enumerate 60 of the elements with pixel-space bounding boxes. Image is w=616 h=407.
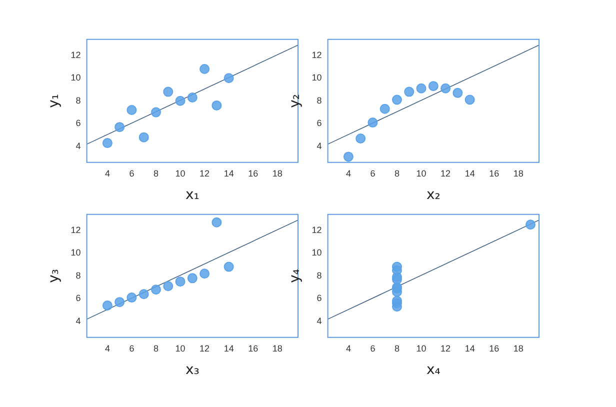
y-tick-label: 4	[316, 140, 322, 151]
x-tick-label: 16	[248, 343, 258, 354]
y-tick-label: 12	[312, 50, 322, 60]
y-tick-label: 10	[70, 72, 81, 83]
x-tick-label: 4	[104, 168, 110, 178]
x-axis-title: x₄	[426, 362, 441, 378]
x-tick-label: 6	[129, 343, 134, 354]
x-tick-label: 10	[175, 343, 186, 354]
x-axis-title: x₁	[185, 187, 200, 204]
x-tick-label: 14	[224, 168, 234, 178]
x-tick-label: 18	[272, 168, 282, 178]
x-tick-label: 10	[416, 168, 426, 178]
x-tick-label: 4	[104, 343, 110, 354]
x-axis-title: x₂	[426, 187, 440, 204]
y-tick-label: 12	[70, 50, 81, 60]
x-tick-label: 10	[175, 168, 186, 178]
x-tick-label: 10	[416, 343, 426, 354]
x-tick-label: 14	[464, 168, 475, 178]
x-tick-label: 16	[248, 168, 258, 178]
x-tick-label: 4	[346, 168, 351, 178]
x-axis-title: x₃	[185, 362, 200, 378]
y-tick-label: 8	[316, 95, 322, 106]
y-axis-title: y₁	[46, 94, 62, 108]
y-axis-title: y₃	[46, 268, 62, 283]
x-tick-label: 12	[200, 168, 210, 178]
y-tick-label: 8	[76, 95, 81, 106]
y-tick-label: 6	[76, 293, 81, 304]
x-tick-label: 8	[394, 168, 400, 178]
y-tick-label: 4	[76, 140, 81, 151]
x-tick-label: 16	[489, 168, 500, 178]
x-tick-label: 14	[464, 343, 475, 354]
y-tick-label: 12	[70, 224, 81, 235]
x-tick-label: 8	[153, 168, 158, 178]
x-tick-label: 12	[440, 343, 451, 354]
y-tick-label: 6	[316, 118, 322, 128]
y-tick-label: 10	[70, 248, 81, 258]
x-tick-label: 4	[346, 343, 351, 354]
y-tick-label: 6	[316, 293, 322, 304]
y-tick-label: 10	[312, 248, 322, 258]
x-tick-label: 8	[394, 343, 400, 354]
x-tick-label: 18	[272, 343, 282, 354]
x-tick-label: 18	[513, 168, 524, 178]
y-tick-label: 4	[316, 316, 322, 326]
x-tick-label: 12	[200, 343, 210, 354]
x-tick-label: 6	[370, 343, 376, 354]
y-tick-label: 8	[76, 270, 81, 280]
y-tick-label: 8	[316, 270, 322, 280]
x-tick-label: 6	[129, 168, 134, 178]
y-tick-label: 12	[312, 224, 322, 235]
x-tick-label: 8	[153, 343, 158, 354]
y-tick-label: 10	[312, 72, 322, 83]
y-axis-title: y₂	[287, 94, 304, 108]
y-tick-label: 6	[76, 118, 81, 128]
x-tick-label: 14	[224, 343, 234, 354]
x-tick-label: 18	[513, 343, 524, 354]
x-tick-label: 16	[489, 343, 500, 354]
y-tick-label: 4	[76, 316, 81, 326]
y-axis-title: y₄	[287, 268, 304, 283]
x-tick-label: 6	[370, 168, 376, 178]
x-tick-label: 12	[440, 168, 451, 178]
